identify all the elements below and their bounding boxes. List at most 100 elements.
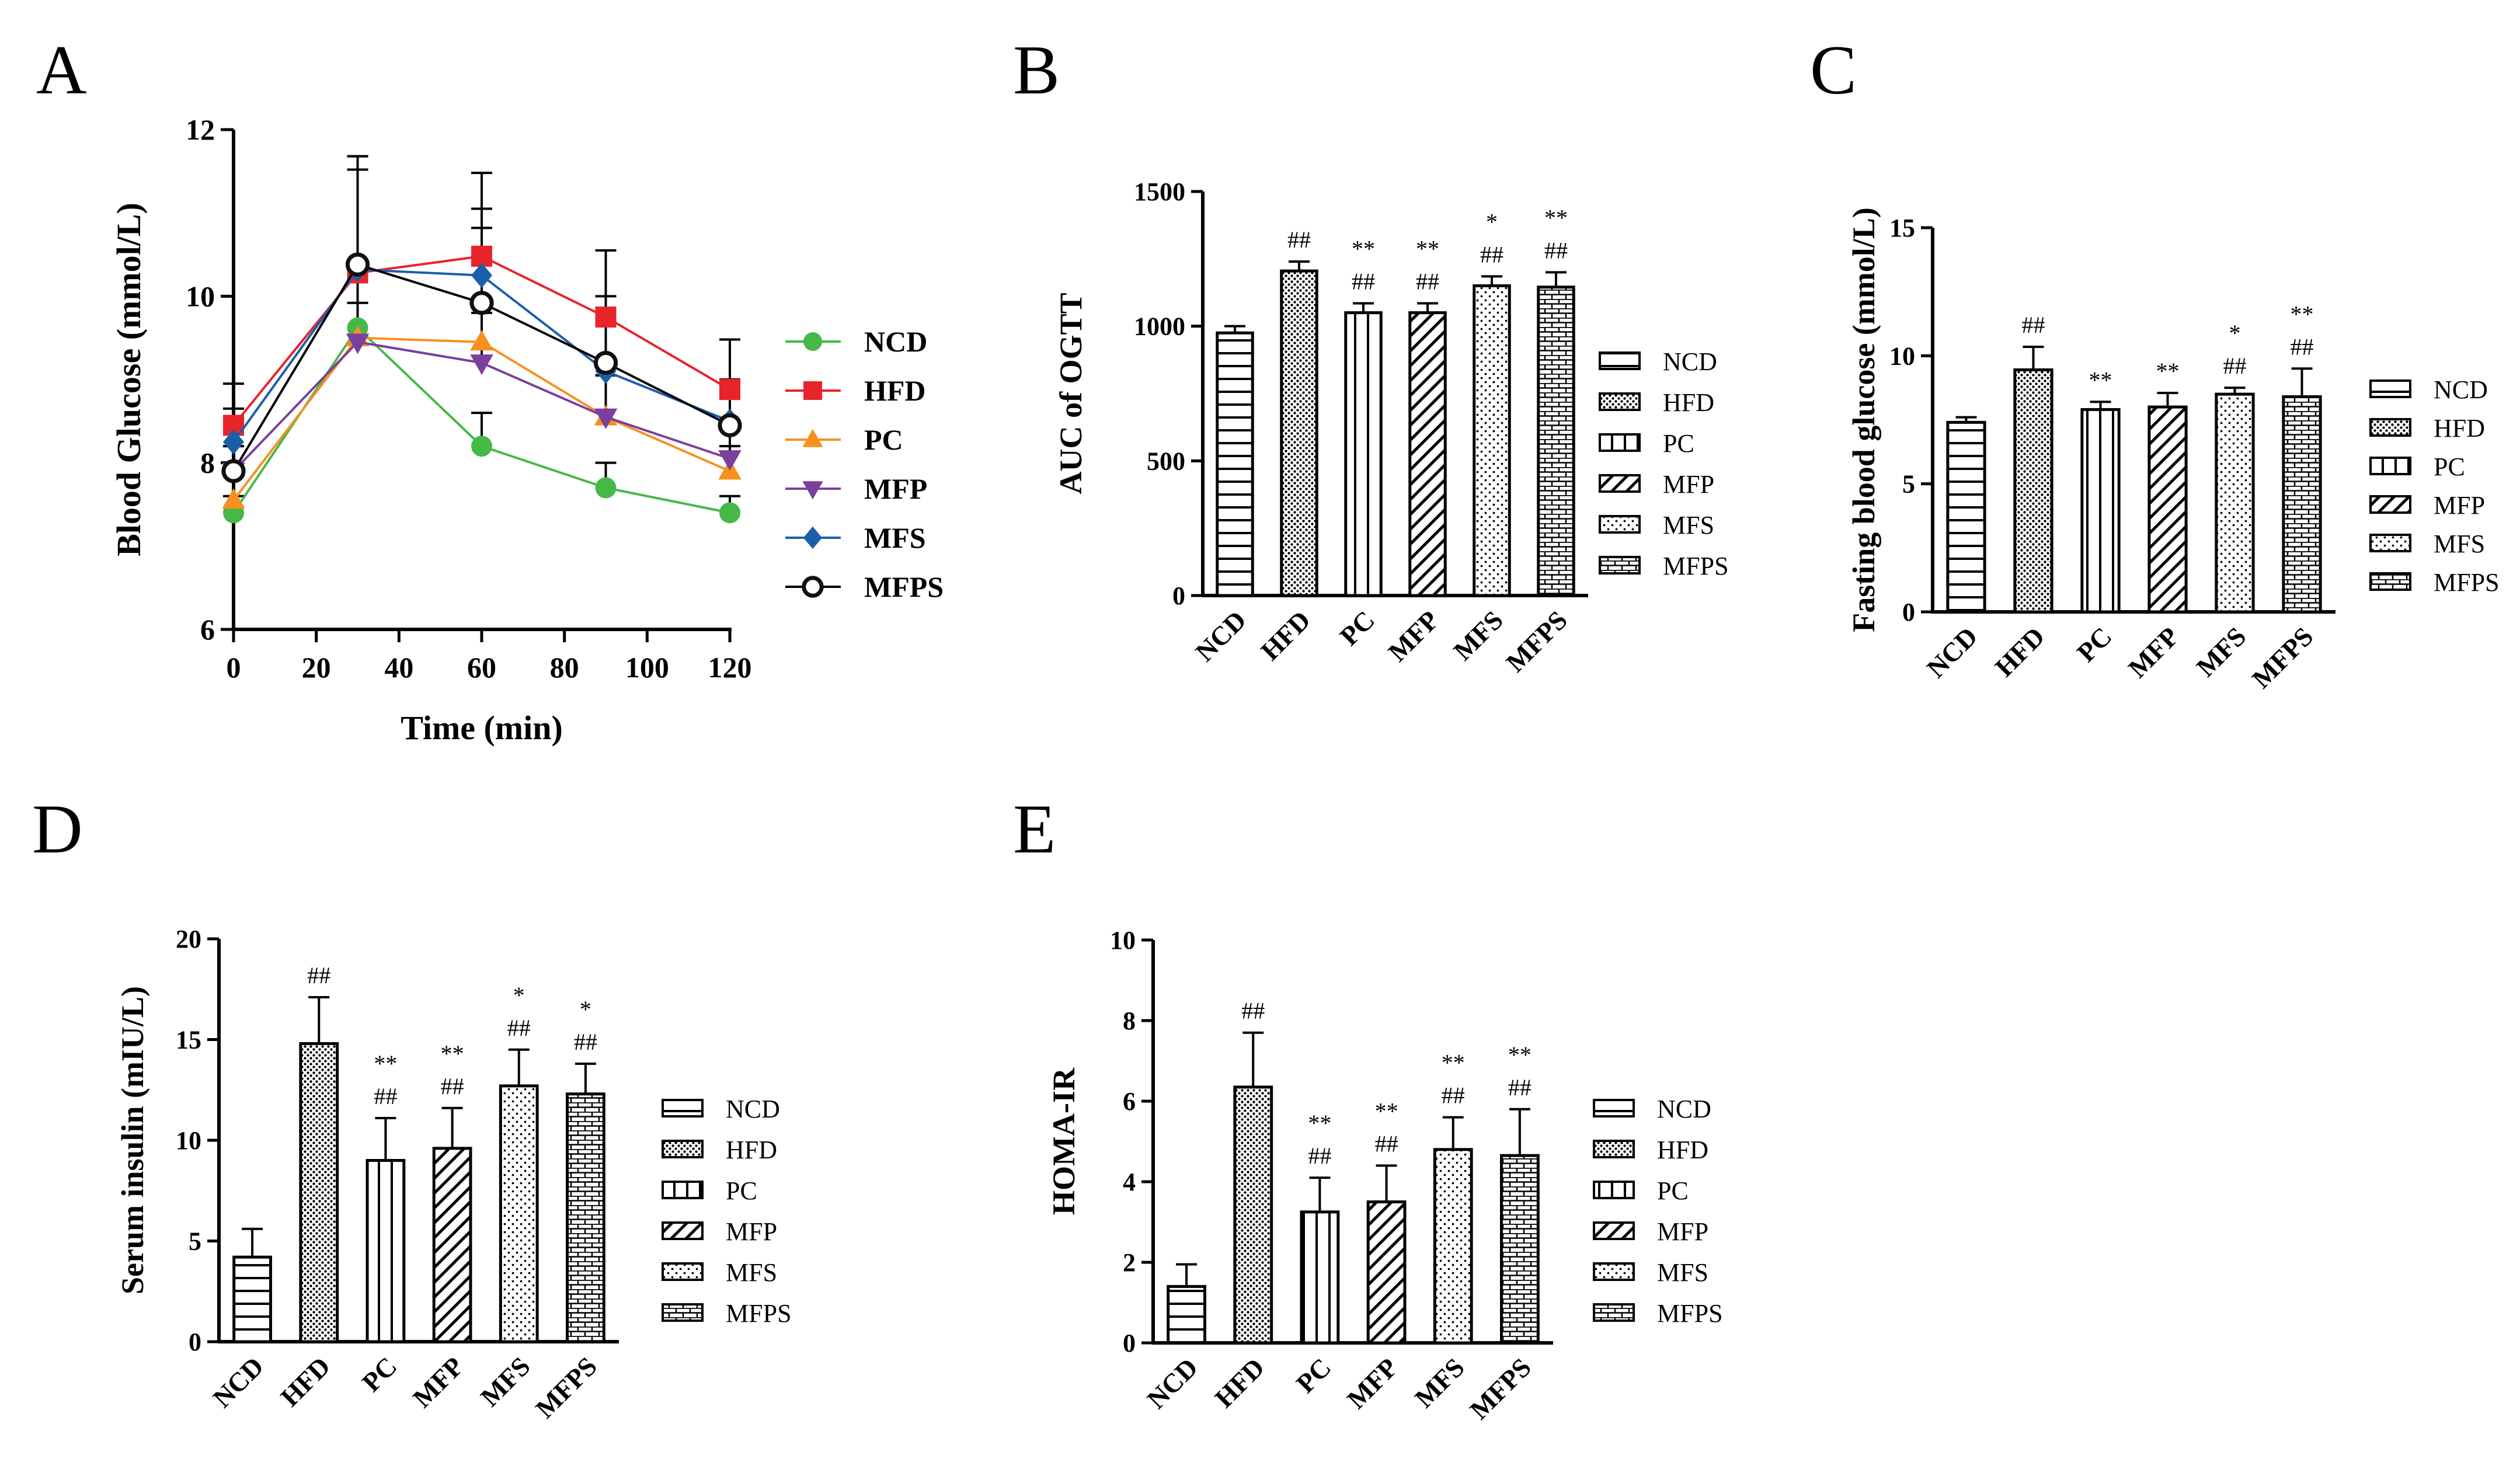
y-tick-label: 0 — [1902, 598, 1915, 626]
legend-label: NCD — [2434, 375, 2488, 404]
legend-label: MFPS — [864, 570, 944, 603]
y-tick-label: 10 — [186, 280, 215, 312]
legend-swatch — [1599, 474, 1641, 493]
marker — [802, 481, 823, 500]
bar-rect — [1408, 311, 1447, 597]
bar-rect — [1280, 269, 1318, 597]
x-tick-label: MFS — [2191, 621, 2252, 683]
significance-mark: ## — [1287, 227, 1311, 253]
marker — [221, 459, 246, 483]
x-tick-label: MFPS — [1500, 605, 1573, 678]
bar-pc: ## ** — [366, 1050, 406, 1343]
panel-e: E 0 2 4 6 8 10 HOMA-IR NCD ## HFD ## ** PC ## ** MFP ## **… — [1013, 790, 1723, 1425]
legend-swatch — [2369, 457, 2411, 475]
y-tick-label: 10 — [176, 1126, 201, 1155]
legend-label: PC — [2434, 452, 2465, 481]
significance-mark: ## — [1480, 241, 1503, 267]
significance-mark: ## — [2022, 312, 2045, 338]
legend-swatch — [1599, 392, 1641, 411]
significance-mark: ## — [507, 1015, 531, 1041]
bar-rect — [1500, 1154, 1540, 1345]
bar-mfs: ## ** — [1433, 1050, 1473, 1345]
bar-rect — [432, 1147, 472, 1343]
y-tick-label: 8 — [200, 447, 215, 479]
legend-swatch — [662, 1221, 704, 1240]
x-tick-label: MFPS — [2246, 621, 2319, 694]
x-tick-label: MFPS — [530, 1351, 603, 1424]
significance-mark: ## — [574, 1029, 597, 1055]
x-tick-label: MFP — [1341, 1352, 1404, 1415]
bar-rect — [1344, 311, 1383, 597]
x-tick-label: PC — [2071, 621, 2117, 667]
bar-pc: ## ** — [1300, 1110, 1340, 1345]
significance-mark: ## — [441, 1073, 464, 1099]
y-tick-label: 5 — [189, 1227, 201, 1256]
legend-item-ncd: NCD — [785, 325, 927, 358]
legend-item-mfps: MFPS — [1593, 1299, 1723, 1328]
bar-ncd — [1216, 325, 1254, 597]
y-tick-label: 1500 — [1134, 177, 1185, 206]
x-tick-label: HFD — [1209, 1352, 1271, 1414]
legend-label: MFP — [1663, 470, 1714, 499]
bar-rect — [2215, 392, 2255, 614]
legend-label: MFP — [726, 1217, 777, 1246]
bar-ncd — [1167, 1263, 1206, 1345]
x-tick-label: NCD — [207, 1351, 270, 1414]
x-tick-label: NCD — [1921, 621, 1983, 684]
legend-swatch — [1593, 1140, 1635, 1158]
x-tick-label: MFS — [475, 1351, 536, 1412]
legend-label: NCD — [1663, 347, 1717, 376]
legend-item-mfps: MFPS — [662, 1299, 792, 1328]
marker — [471, 436, 492, 457]
marker — [346, 333, 370, 354]
bar-rect — [1216, 331, 1254, 597]
significance-mark: ** — [1544, 204, 1568, 231]
bar-rect — [2282, 395, 2322, 614]
y-tick-label: 15 — [1889, 214, 1915, 242]
legend-swatch — [1593, 1099, 1635, 1118]
bar-pc: ## ** — [1344, 235, 1383, 597]
bar-rect — [2147, 405, 2188, 614]
marker — [719, 502, 740, 524]
bar-rect — [566, 1092, 605, 1343]
marker — [802, 429, 823, 447]
bar-rect — [1537, 286, 1575, 597]
x-axis-title: Time (min) — [401, 709, 563, 747]
x-tick-label: HFD — [275, 1351, 336, 1412]
bar-rect — [1366, 1200, 1407, 1345]
bar-ncd — [232, 1227, 272, 1343]
x-tick-label: 40 — [384, 651, 413, 684]
bar-rect — [1473, 284, 1511, 597]
x-tick-label: 0 — [227, 651, 241, 684]
bar-hfd: ## — [1233, 998, 1273, 1345]
bar-mfps: ## * — [566, 996, 605, 1343]
y-tick-label: 0 — [1123, 1329, 1136, 1357]
legend-swatch — [1593, 1181, 1635, 1199]
legend-label: HFD — [1663, 388, 1714, 417]
x-tick-label: HFD — [1255, 605, 1316, 666]
significance-mark: ** — [1352, 235, 1375, 262]
legend-item-ncd: NCD — [1593, 1095, 1711, 1123]
legend-swatch — [2369, 534, 2411, 552]
legend-swatch — [2369, 495, 2411, 514]
legend-swatch — [1599, 515, 1641, 534]
y-tick-label: 15 — [176, 1026, 201, 1054]
legend-item-hfd: HFD — [2369, 414, 2485, 443]
significance-mark: ## — [1442, 1082, 1465, 1109]
series-mfp — [222, 333, 742, 483]
legend-item-pc: PC — [785, 423, 903, 456]
legend-swatch — [1599, 351, 1641, 370]
bar-rect — [1300, 1210, 1340, 1345]
bar-mfp: ## ** — [1366, 1098, 1407, 1345]
bar-mfs: ## * — [499, 982, 539, 1343]
y-tick-label: 10 — [1889, 342, 1915, 370]
legend-item-ncd: NCD — [662, 1095, 780, 1123]
x-tick-label: 80 — [550, 651, 579, 684]
x-tick-label: PC — [356, 1351, 402, 1397]
legend-item-hfd: HFD — [785, 374, 926, 407]
bar-rect — [1433, 1148, 1473, 1345]
significance-mark: ## — [2223, 353, 2247, 379]
significance-mark: * — [1486, 208, 1498, 235]
bar-mfps: ## ** — [2282, 301, 2322, 614]
